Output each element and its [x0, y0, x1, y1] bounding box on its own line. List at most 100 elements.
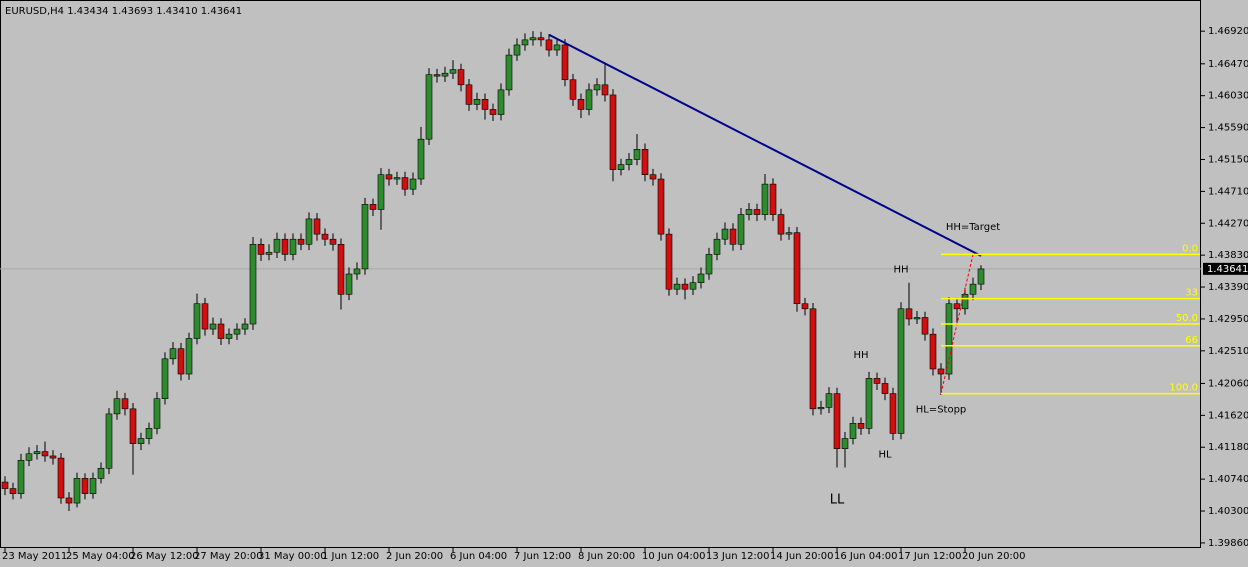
x-tick-label: 27 May 20:00 [194, 551, 263, 562]
x-tick-label: 20 Jun 20:00 [962, 551, 1026, 562]
candle-body [785, 232, 793, 235]
candle-body [201, 303, 209, 330]
candle-body [833, 393, 841, 449]
candle-body [465, 84, 473, 105]
candle-body [313, 218, 321, 235]
candle-body [377, 174, 385, 210]
candle-body [233, 328, 241, 335]
candle-body [809, 308, 817, 410]
x-tick-label: 17 Jun 12:00 [898, 551, 962, 562]
y-tick-label: 1.43390 [1208, 282, 1248, 293]
candle-body [873, 378, 881, 384]
candle-body [689, 282, 697, 290]
candle-body [89, 478, 97, 494]
candle-body [153, 398, 161, 429]
candle-body [49, 455, 57, 459]
candle-body [649, 174, 657, 180]
candle-body [561, 44, 569, 81]
trendline [548, 33, 982, 257]
candle-body [817, 407, 825, 410]
y-tick-label: 1.42510 [1208, 346, 1248, 357]
y-tick-label: 1.46920 [1208, 26, 1248, 37]
candle-body [257, 243, 265, 255]
candle-body [17, 459, 25, 494]
y-tick-label: 1.45150 [1208, 154, 1248, 165]
candle-body [961, 293, 969, 310]
candle-body [433, 74, 441, 77]
candle-body [609, 94, 617, 170]
candle-body [137, 438, 145, 444]
annotation: HL=Stopp [916, 405, 967, 416]
fib-label: 66 [1185, 335, 1198, 346]
candle-body [729, 228, 737, 245]
candle-body [457, 69, 465, 86]
candle-body [169, 348, 177, 360]
x-tick-label: 25 May 04:00 [66, 551, 135, 562]
candle-body [953, 303, 961, 310]
y-tick-label: 1.46470 [1208, 59, 1248, 70]
candle-body [553, 44, 561, 51]
candle-body [337, 243, 345, 295]
candle-body [121, 398, 129, 410]
candle-body [321, 233, 329, 240]
candle-body [25, 453, 33, 461]
candle-body [385, 174, 393, 180]
y-tick-label: 1.40740 [1208, 474, 1248, 485]
x-tick-label: 10 Jun 04:00 [642, 551, 706, 562]
candle-body [641, 149, 649, 175]
annotation: LL [830, 493, 845, 508]
candle-body [657, 178, 665, 235]
candle-body [97, 467, 105, 479]
candle-body [33, 451, 41, 455]
candle-body [177, 348, 185, 375]
last-price-label: 1.43641 [1207, 264, 1248, 275]
candle-body [753, 209, 761, 215]
candle-body [425, 74, 433, 140]
x-tick-label: 1 Jun 12:00 [322, 551, 379, 562]
candle-body [897, 308, 905, 434]
candle-body [417, 138, 425, 180]
candle-body [145, 428, 153, 439]
candle-body [889, 393, 897, 434]
x-tick-label: 31 May 00:00 [258, 551, 327, 562]
candle-body [713, 238, 721, 255]
candle-body [969, 283, 977, 295]
candle-body [41, 451, 49, 457]
candle-body [777, 214, 785, 235]
candle-body [881, 383, 889, 394]
candle-body [745, 209, 753, 215]
y-tick-label: 1.41620 [1208, 410, 1248, 421]
candle-body [673, 283, 681, 290]
candle-body [281, 238, 289, 255]
candle-body [825, 393, 833, 408]
candle-body [913, 317, 921, 320]
annotation: HH=Target [946, 222, 1000, 233]
candle-body [801, 303, 809, 310]
candle-body [369, 204, 377, 210]
candle-body [353, 268, 361, 275]
candle-body [185, 338, 193, 375]
y-tick-label: 1.45590 [1208, 123, 1248, 134]
candle-body [129, 408, 137, 444]
candle-body [209, 323, 217, 330]
candle-body [193, 303, 201, 339]
candle-body [497, 89, 505, 115]
candle-body [569, 79, 577, 100]
last-price-box [1203, 262, 1248, 275]
y-tick-label: 1.44710 [1208, 186, 1248, 197]
candle-body [361, 204, 369, 270]
candle-body [241, 323, 249, 330]
candle-body [305, 218, 313, 245]
candle-body [105, 413, 113, 469]
y-tick-label: 1.43830 [1208, 250, 1248, 261]
candle-body [545, 39, 553, 51]
candle-body [481, 99, 489, 110]
candle-body [265, 251, 273, 255]
candle-body [857, 423, 865, 429]
candle-body [769, 183, 777, 215]
candle-body [865, 378, 873, 429]
candle-body [249, 243, 257, 325]
candle-body [921, 317, 929, 335]
annotation: HH [893, 265, 908, 276]
candle-body [849, 423, 857, 439]
